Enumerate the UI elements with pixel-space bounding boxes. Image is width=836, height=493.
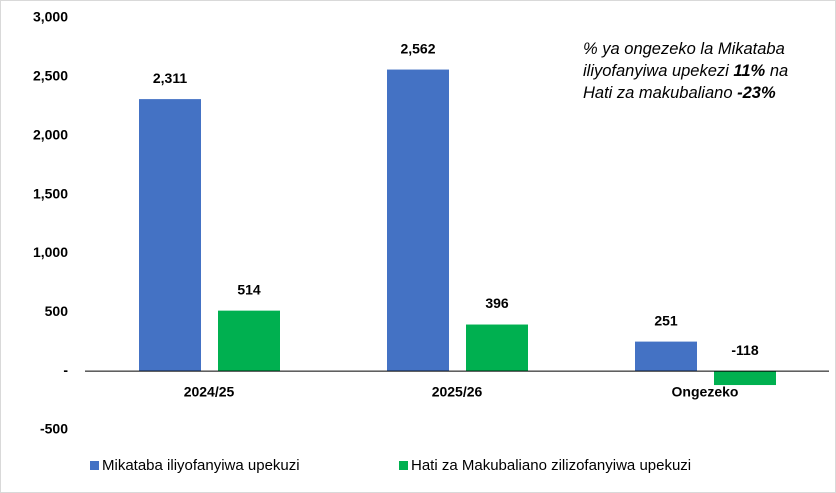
value-label: 396 [485, 295, 509, 311]
bar [635, 341, 697, 372]
annotation-text: na Hati za makubaliano [583, 62, 789, 102]
y-tick-label: 3,000 [33, 9, 68, 25]
legend-label: Hati za Makubaliano zilizofanyiwa upekuz… [411, 457, 691, 474]
annotation: % ya ongezeko la Mikataba iliyofanyiwa u… [577, 34, 825, 148]
value-label: 2,562 [400, 40, 435, 56]
y-tick-label: 2,000 [33, 126, 68, 142]
y-tick-label: - [63, 362, 68, 378]
annotation-text: 11% [733, 62, 766, 80]
x-tick-label: Ongezeko [672, 384, 739, 400]
value-label: 514 [237, 281, 261, 297]
value-label: -118 [731, 342, 758, 358]
bar [714, 371, 776, 386]
annotation-text: -23% [737, 84, 776, 102]
legend-swatch [399, 461, 408, 470]
bar [387, 69, 449, 372]
y-tick-label: 1,000 [33, 244, 68, 260]
bar [466, 324, 528, 372]
x-tick-label: 2024/25 [184, 384, 235, 400]
bar [218, 310, 280, 372]
legend-label: Mikataba iliyofanyiwa upekuzi [102, 457, 300, 474]
y-tick-label: -500 [40, 421, 68, 437]
value-label: 251 [654, 312, 678, 328]
bar [139, 99, 201, 372]
y-tick-label: 1,500 [33, 185, 68, 201]
y-tick-label: 500 [45, 303, 69, 319]
value-label: 2,311 [153, 70, 187, 86]
annotation-text: % ya ongezeko la Mikataba iliyofanyiwa u… [583, 40, 785, 80]
y-tick-label: 2,500 [33, 68, 68, 84]
legend-swatch [90, 461, 99, 470]
x-tick-label: 2025/26 [432, 384, 483, 400]
